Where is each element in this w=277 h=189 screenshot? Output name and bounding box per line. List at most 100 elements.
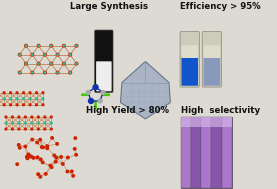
Circle shape	[61, 163, 64, 165]
Circle shape	[31, 122, 33, 124]
Circle shape	[38, 45, 39, 46]
Circle shape	[46, 147, 48, 149]
Circle shape	[24, 122, 26, 124]
Circle shape	[98, 99, 102, 103]
Circle shape	[17, 144, 20, 146]
Circle shape	[23, 92, 24, 94]
Circle shape	[57, 72, 58, 73]
Circle shape	[19, 146, 21, 149]
Circle shape	[31, 128, 33, 130]
Circle shape	[42, 161, 44, 164]
FancyBboxPatch shape	[204, 57, 220, 86]
Circle shape	[71, 170, 73, 173]
Circle shape	[53, 154, 55, 157]
Circle shape	[56, 71, 59, 74]
Circle shape	[29, 98, 31, 100]
Circle shape	[10, 92, 11, 94]
Circle shape	[31, 71, 34, 74]
Circle shape	[37, 116, 39, 118]
Circle shape	[26, 157, 29, 160]
Circle shape	[37, 122, 39, 124]
Circle shape	[44, 116, 46, 118]
Circle shape	[29, 104, 31, 106]
Circle shape	[16, 98, 18, 100]
Circle shape	[66, 170, 69, 173]
Circle shape	[42, 104, 44, 106]
Circle shape	[63, 44, 65, 47]
Circle shape	[5, 128, 7, 130]
Circle shape	[56, 53, 59, 56]
Circle shape	[86, 91, 90, 94]
Circle shape	[43, 53, 46, 56]
Circle shape	[37, 173, 39, 175]
Circle shape	[43, 71, 46, 74]
Circle shape	[36, 141, 39, 144]
Circle shape	[51, 45, 52, 46]
Bar	[181, 117, 232, 127]
Circle shape	[50, 128, 52, 130]
Circle shape	[75, 62, 78, 65]
Circle shape	[31, 138, 34, 141]
Circle shape	[93, 85, 98, 90]
FancyBboxPatch shape	[95, 30, 113, 92]
Circle shape	[18, 116, 20, 118]
FancyBboxPatch shape	[96, 61, 112, 91]
Circle shape	[10, 104, 11, 106]
Circle shape	[69, 71, 71, 74]
Circle shape	[101, 91, 105, 94]
Circle shape	[55, 160, 57, 163]
Circle shape	[57, 54, 58, 55]
Circle shape	[63, 63, 65, 64]
Circle shape	[25, 63, 27, 64]
FancyBboxPatch shape	[180, 32, 199, 87]
Circle shape	[50, 166, 53, 168]
Circle shape	[3, 98, 5, 100]
Text: High  selectivity: High selectivity	[181, 106, 260, 115]
Circle shape	[19, 54, 20, 55]
Circle shape	[44, 72, 46, 73]
Circle shape	[49, 164, 52, 167]
Circle shape	[46, 145, 48, 147]
Circle shape	[5, 116, 7, 118]
Circle shape	[70, 72, 71, 73]
Bar	[181, 117, 191, 188]
Circle shape	[24, 128, 26, 130]
Circle shape	[24, 145, 27, 148]
Circle shape	[44, 122, 46, 124]
Circle shape	[72, 175, 75, 177]
Circle shape	[42, 92, 44, 94]
Circle shape	[12, 122, 13, 124]
Text: Efficiency > 95%: Efficiency > 95%	[180, 2, 261, 11]
Circle shape	[18, 122, 20, 124]
Circle shape	[25, 45, 27, 46]
Circle shape	[12, 128, 13, 130]
Circle shape	[24, 116, 26, 118]
Circle shape	[32, 54, 33, 55]
Circle shape	[27, 153, 30, 156]
Circle shape	[42, 98, 44, 100]
Circle shape	[32, 157, 35, 159]
Circle shape	[44, 128, 46, 130]
Circle shape	[37, 62, 40, 65]
Circle shape	[40, 146, 43, 148]
Circle shape	[16, 92, 18, 94]
Circle shape	[89, 98, 94, 103]
Circle shape	[60, 156, 62, 158]
Circle shape	[63, 62, 65, 65]
Circle shape	[31, 53, 34, 56]
Text: Large Synthesis: Large Synthesis	[70, 2, 148, 11]
Circle shape	[5, 122, 7, 124]
Circle shape	[42, 146, 44, 149]
Circle shape	[25, 44, 27, 47]
Circle shape	[25, 62, 27, 65]
Circle shape	[56, 143, 58, 145]
Circle shape	[3, 92, 5, 94]
Text: High Yield > 80%: High Yield > 80%	[86, 106, 169, 115]
Circle shape	[23, 98, 24, 100]
Circle shape	[23, 104, 24, 106]
Circle shape	[39, 139, 41, 141]
Circle shape	[37, 44, 40, 47]
Circle shape	[10, 98, 11, 100]
Circle shape	[37, 128, 39, 130]
Circle shape	[12, 116, 13, 118]
